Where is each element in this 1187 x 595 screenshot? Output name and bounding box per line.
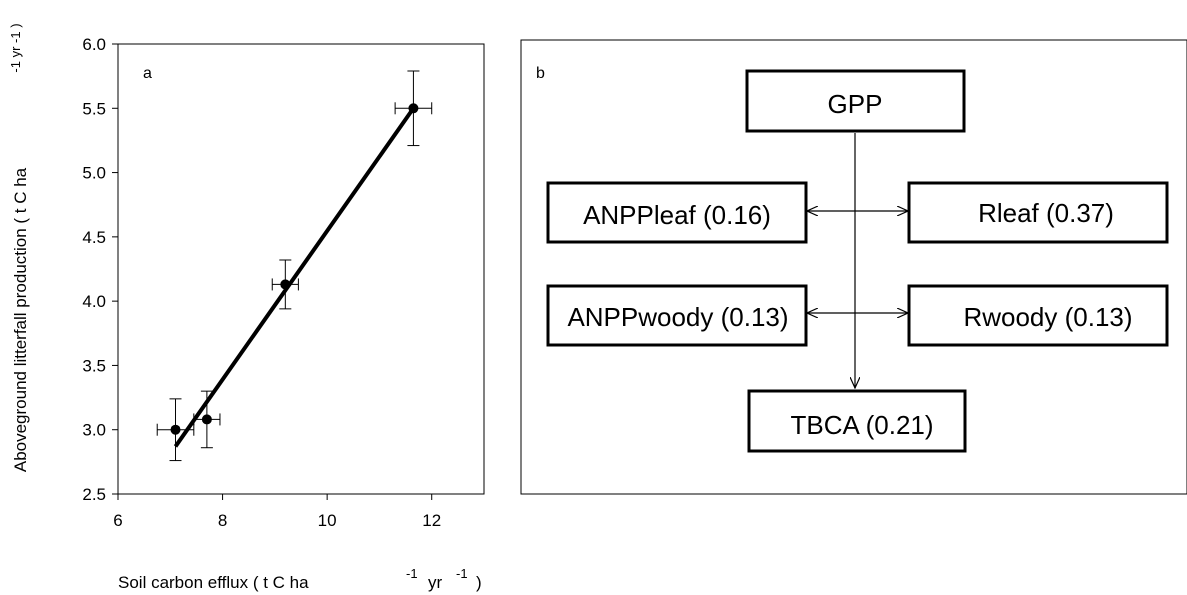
y-tick-label: 4.5 bbox=[82, 228, 106, 247]
y-axis-label-sup: -1 yr -1 ) bbox=[8, 23, 23, 72]
anpp-woody-label: ANPPwoody (0.13) bbox=[567, 302, 788, 332]
gpp-label: GPP bbox=[828, 89, 883, 119]
anpp-woody-node: ANPPwoody (0.13) bbox=[546, 284, 808, 347]
x-axis-label-sup1: -1 bbox=[406, 566, 418, 581]
y-tick-label: 6.0 bbox=[82, 35, 106, 54]
x-tick-label: 8 bbox=[218, 511, 227, 530]
x-tick-label: 6 bbox=[113, 511, 122, 530]
panel-a-label: a bbox=[143, 65, 152, 82]
x-axis-label: Soil carbon efflux ( t C ha bbox=[118, 573, 309, 592]
x-axis-label-mid: yr bbox=[428, 573, 443, 592]
panel-b-label: b bbox=[536, 65, 545, 82]
data-point bbox=[170, 424, 181, 435]
y-tick-label: 5.5 bbox=[82, 99, 106, 118]
fit-line-group bbox=[173, 107, 416, 448]
y-tick-label: 3.5 bbox=[82, 356, 106, 375]
x-tick-label: 12 bbox=[422, 511, 441, 530]
diagram-panel: b GPP ANPPleaf (0.16) Rleaf (0.37) ANPPw… bbox=[520, 39, 1187, 495]
data-point bbox=[280, 279, 291, 290]
x-axis-label-sup2: -1 bbox=[456, 566, 468, 581]
y-tick-label: 5.0 bbox=[82, 164, 106, 183]
regression-line bbox=[173, 107, 416, 448]
y-tick-label: 2.5 bbox=[82, 485, 106, 504]
anpp-leaf-label: ANPPleaf (0.16) bbox=[583, 200, 771, 230]
data-point bbox=[201, 414, 212, 425]
anpp-leaf-node: ANPPleaf (0.16) bbox=[546, 181, 808, 244]
x-tick-label: 10 bbox=[318, 511, 337, 530]
scatter-panel: a 6 8 10 12 2.5 3.0 3.5 4.0 4.5 5.0 5.5 6.0 Soil c… bbox=[8, 23, 485, 592]
tbca-node: TBCA (0.21) bbox=[747, 389, 967, 453]
data-points-group bbox=[170, 103, 419, 435]
y-axis-ticks: 2.5 3.0 3.5 4.0 4.5 5.0 5.5 6.0 bbox=[82, 35, 118, 504]
y-axis-label: Aboveground litterfall production ( t C … bbox=[11, 167, 30, 472]
r-woody-node: Rwoody (0.13) bbox=[907, 284, 1169, 347]
r-leaf-label: Rleaf (0.37) bbox=[978, 198, 1114, 228]
y-tick-label: 3.0 bbox=[82, 421, 106, 440]
x-axis-label-end: ) bbox=[476, 573, 482, 592]
data-point bbox=[408, 103, 419, 114]
y-tick-label: 4.0 bbox=[82, 292, 106, 311]
gpp-node: GPP bbox=[745, 69, 966, 133]
tbca-label: TBCA (0.21) bbox=[790, 410, 933, 440]
x-axis-ticks: 6 8 10 12 bbox=[113, 494, 441, 530]
r-leaf-node: Rleaf (0.37) bbox=[907, 181, 1169, 244]
r-woody-label: Rwoody (0.13) bbox=[963, 302, 1132, 332]
